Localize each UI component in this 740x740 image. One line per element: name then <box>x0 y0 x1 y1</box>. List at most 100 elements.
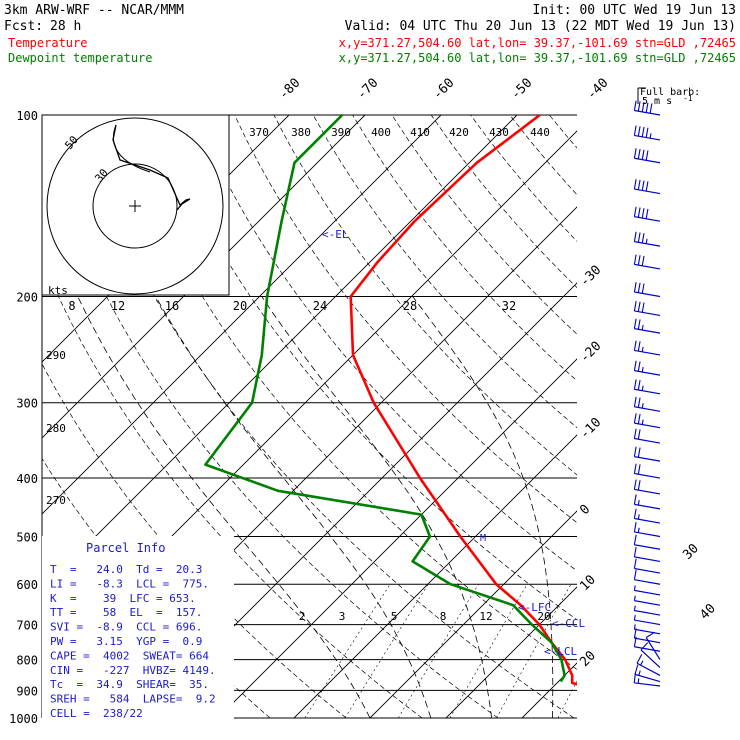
barb-flag <box>637 397 641 408</box>
barb-flag <box>633 179 637 190</box>
wind-barb-885 <box>633 672 661 687</box>
isotherm--10 <box>293 434 577 718</box>
fcst-value: 28 h <box>50 19 81 34</box>
barb-flag <box>633 569 637 580</box>
barb-flag <box>633 624 636 630</box>
barb-flag <box>633 413 637 424</box>
barb-flag <box>645 208 649 219</box>
barb-flag <box>641 403 644 409</box>
temperature-label--40: -40 <box>584 76 611 103</box>
pressure-label-500: 500 <box>16 530 38 544</box>
barb-flag <box>640 660 644 666</box>
parcel-marker: M <box>480 533 486 544</box>
dry-adiabat-370 <box>352 115 577 382</box>
barb-legend-title: Full barb: <box>640 87 700 98</box>
theta-label-380: 380 <box>291 126 311 139</box>
pressure-label-900: 900 <box>16 684 38 698</box>
wind-barb-270 <box>633 360 661 376</box>
parcel-info-box: Parcel Info T = 24.0 Td = 20.3LI = -8.3 … <box>42 536 234 726</box>
barb-flag <box>633 301 637 312</box>
parcel-row-9: SREH = 584 LAPSE= 9.2 <box>50 693 216 706</box>
barb-flag <box>633 125 637 136</box>
parcel-info-background <box>42 536 234 726</box>
barb-flag <box>636 654 643 664</box>
temperature-label--80: -80 <box>276 76 303 103</box>
speed-tick-12: 12 <box>111 299 125 313</box>
barb-flag <box>637 101 641 112</box>
wind-barb-850 <box>636 654 661 676</box>
barb-flag <box>641 180 645 191</box>
parcel-row-2: K = 39 LFC = 653. <box>50 592 196 605</box>
barb-flag <box>633 615 636 621</box>
wind-barb-330 <box>633 413 661 429</box>
wind-barb-750 <box>633 628 661 644</box>
barb-staff <box>634 673 661 683</box>
parcel-row-10: CELL = 238/22 <box>50 707 143 720</box>
wind-barb-180 <box>633 254 661 270</box>
dewpoint-location: x,y=371.27,504.60 lat,lon= 39.37,-101.69… <box>339 51 736 65</box>
barb-flag <box>637 232 641 243</box>
temperature-label--10: -10 <box>577 415 604 442</box>
pressure-label-400: 400 <box>16 472 38 486</box>
speed-tick-20: 20 <box>233 299 247 313</box>
barb-flag <box>637 480 641 491</box>
barb-flag <box>637 413 641 424</box>
theta-side-label-270: 270 <box>46 494 66 507</box>
pressure-label-300: 300 <box>16 397 38 411</box>
barb-flag <box>637 464 641 475</box>
wind-barb-500 <box>633 522 661 538</box>
barb-flag <box>633 206 637 217</box>
barb-flag <box>637 361 641 372</box>
wind-barb-600 <box>633 569 661 585</box>
isotherm-10 <box>445 586 577 718</box>
barb-flag <box>641 302 645 313</box>
wind-barb-625 <box>633 585 661 596</box>
moist-adiabat-32 <box>604 297 634 719</box>
wind-barb-215 <box>633 301 661 317</box>
barb-flag <box>641 126 645 137</box>
barb-flag <box>649 133 652 139</box>
fcst-label: Fcst: <box>4 19 43 34</box>
lfc-marker: <-LFC <box>518 601 551 614</box>
barb-flag <box>633 636 637 647</box>
barb-flag <box>637 527 640 533</box>
dry-adiabat-450 <box>667 115 740 718</box>
dry-adiabat-360 <box>312 115 577 429</box>
barb-flag <box>633 534 637 545</box>
mixing-ratio-lines <box>304 584 577 718</box>
wind-barb-775 <box>633 636 661 652</box>
barb-flag <box>645 631 655 638</box>
wind-barb-650 <box>633 595 661 606</box>
temperature-label--70: -70 <box>354 76 381 103</box>
barb-flag <box>645 102 649 113</box>
barb-legend-exponent: -1 <box>683 94 693 103</box>
wind-barb-525 <box>633 534 661 550</box>
temperature-label--60: -60 <box>430 76 457 103</box>
isotherm--30 <box>141 282 577 718</box>
wind-barb-350 <box>633 428 661 444</box>
wind-barb-425 <box>633 479 661 495</box>
barb-flag <box>641 419 644 425</box>
barb-flag <box>633 396 637 407</box>
barb-flag <box>641 366 644 373</box>
isotherm--80 <box>42 115 366 439</box>
dry-adiabat-440 <box>628 115 740 718</box>
dry-adiabat-330 <box>194 115 577 572</box>
barb-flag <box>633 479 637 490</box>
barb-flag <box>645 181 649 192</box>
theta-label-420: 420 <box>449 126 469 139</box>
barb-flag <box>633 508 637 519</box>
theta-label-370: 370 <box>249 126 269 139</box>
barb-flag <box>637 301 641 312</box>
ccl-marker: <-CCL <box>552 617 585 630</box>
barb-staff <box>634 628 661 635</box>
barb-flag <box>633 360 637 371</box>
barb-staff <box>634 609 661 616</box>
barb-flag <box>638 670 641 676</box>
dry-adiabat-390 <box>430 115 577 289</box>
speed-tick-28: 28 <box>403 299 417 313</box>
dry-adiabat-320 <box>155 115 577 621</box>
barb-flag <box>633 522 637 533</box>
hodograph-ring-inner <box>92 163 178 249</box>
pressure-tick-labels: 100 200 300 400 500 600 700 800 900 1000 <box>9 109 38 726</box>
